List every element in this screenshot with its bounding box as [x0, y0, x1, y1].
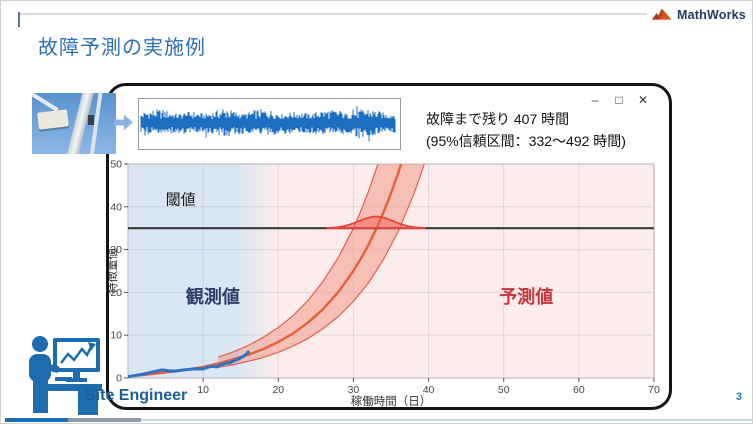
- engineer-label: Site Engineer: [85, 387, 188, 404]
- svg-text:10: 10: [197, 384, 209, 396]
- svg-text:60: 60: [573, 384, 585, 396]
- svg-text:閾値: 閾値: [166, 192, 196, 209]
- wind-turbine-image: [32, 93, 116, 154]
- svg-text:20: 20: [272, 384, 284, 396]
- window-controls: – □ ✕: [583, 90, 655, 110]
- prediction-callout: 故障まで残り 407 時間 (95%信頼区間：332～492 時間): [426, 108, 626, 152]
- footer-bar-gray: [68, 418, 141, 422]
- svg-text:20: 20: [110, 287, 122, 299]
- svg-text:30: 30: [110, 244, 122, 256]
- svg-text:観測値: 観測値: [186, 286, 240, 307]
- mathworks-logo: MathWorks: [651, 7, 746, 22]
- sensor-signal-waveform: [140, 106, 396, 142]
- svg-text:50: 50: [110, 159, 122, 171]
- prediction-chart-canvas: 10 20 30 40 50 60 70 0 10 20 30 40 50 稼働時間（日） 特徴量値 閾値観測…: [105, 159, 660, 409]
- page-number: 3: [735, 391, 742, 403]
- minimize-icon[interactable]: –: [583, 90, 607, 110]
- svg-text:稼働時間（日）: 稼働時間（日）: [351, 394, 432, 407]
- confidence-interval-text: (95%信頼区間：332～492 時間): [426, 133, 626, 149]
- svg-text:0: 0: [116, 373, 122, 385]
- svg-text:40: 40: [110, 201, 122, 213]
- svg-text:40: 40: [423, 384, 435, 396]
- page-title: 故障予測の実施例: [38, 37, 206, 59]
- svg-text:特徴量値: 特徴量値: [109, 248, 119, 294]
- svg-text:30: 30: [348, 384, 360, 396]
- remaining-time-text: 故障まで残り 407 時間: [426, 111, 570, 127]
- svg-text:70: 70: [648, 384, 660, 396]
- svg-text:50: 50: [498, 384, 510, 396]
- sensor-signal-panel: [138, 98, 401, 150]
- maximize-icon[interactable]: □: [607, 90, 631, 110]
- close-icon[interactable]: ✕: [631, 90, 655, 110]
- top-divider-line: [19, 13, 647, 15]
- mathworks-membrane-icon: [651, 8, 672, 20]
- site-engineer-icon: [29, 336, 102, 415]
- top-divider-tick: [18, 12, 20, 27]
- prediction-chart: 10 20 30 40 50 60 70 0 10 20 30 40 50 稼働時間（日） 特徴量値 閾値観測…: [105, 146, 669, 409]
- svg-text:10: 10: [110, 330, 122, 342]
- footer-bar-blue: [5, 418, 68, 422]
- brand-name: MathWorks: [677, 7, 746, 22]
- svg-text:予測値: 予測値: [499, 286, 553, 307]
- app-window: – □ ✕ 故障まで残り 407 時間 (95%信頼区間：332～492 時間)…: [105, 83, 672, 410]
- footer-bar-line: [141, 419, 752, 421]
